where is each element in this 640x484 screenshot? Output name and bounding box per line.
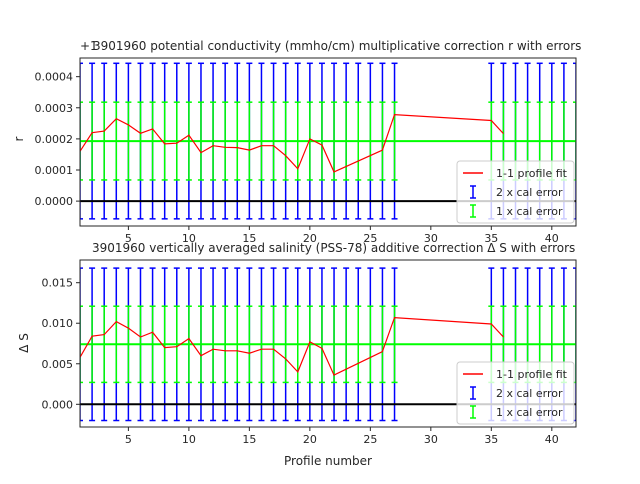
plot-area bbox=[80, 62, 576, 220]
errorbar-1x bbox=[80, 101, 83, 181]
y-tick-label: 0.015 bbox=[42, 277, 74, 290]
legend-errorbar-swatch bbox=[470, 204, 476, 218]
x-tick-label: 40 bbox=[545, 433, 559, 446]
y-tick-label: 0.0000 bbox=[35, 195, 74, 208]
legend-label: 1 x cal error bbox=[496, 406, 563, 419]
errorbar-2x bbox=[80, 62, 83, 220]
y-tick-label: 0.0001 bbox=[35, 164, 74, 177]
x-tick-label: 20 bbox=[303, 232, 317, 245]
plot-area bbox=[80, 267, 576, 422]
y-tick-label: 0.000 bbox=[42, 398, 74, 411]
salinity-ylabel: Δ S bbox=[17, 333, 31, 353]
y-tick-label: 0.0004 bbox=[35, 71, 74, 84]
errorbar-2x bbox=[80, 267, 83, 422]
salinity-xlabel: Profile number bbox=[284, 454, 372, 468]
x-tick-label: 30 bbox=[424, 433, 438, 446]
salinity-title: 3901960 vertically averaged salinity (PS… bbox=[92, 241, 575, 255]
salinity-panel: 3901960 vertically averaged salinity (PS… bbox=[17, 241, 577, 468]
x-tick-label: 5 bbox=[125, 433, 132, 446]
conductivity-title: 3901960 potential conductivity (mmho/cm)… bbox=[93, 39, 581, 53]
x-tick-label: 35 bbox=[484, 232, 498, 245]
legend-box bbox=[456, 361, 575, 425]
legend-errorbar-swatch bbox=[470, 386, 476, 400]
y-tick-label: 0.0002 bbox=[35, 133, 74, 146]
legend: 1-1 profile fit 2 x cal error 1 x cal erro… bbox=[456, 361, 575, 425]
x-tick-label: 30 bbox=[424, 232, 438, 245]
legend-box bbox=[456, 160, 575, 224]
axes-frame bbox=[79, 57, 577, 227]
legend-label: 2 x cal error bbox=[496, 387, 563, 400]
legend: 1-1 profile fit 2 x cal error 1 x cal erro… bbox=[456, 160, 575, 224]
legend-label: 1-1 profile fit bbox=[496, 368, 568, 381]
legend-label: 1 x cal error bbox=[496, 205, 563, 218]
profile-fit-line bbox=[80, 316, 504, 376]
errorbar-1x bbox=[80, 305, 83, 384]
profile-fit-line bbox=[80, 113, 504, 173]
y-tick-label: 0.0003 bbox=[35, 102, 74, 115]
x-tick-label: 10 bbox=[182, 433, 196, 446]
legend-label: 2 x cal error bbox=[496, 186, 563, 199]
x-tick-label: 5 bbox=[125, 232, 132, 245]
x-tick-label: 25 bbox=[363, 433, 377, 446]
legend-label: 1-1 profile fit bbox=[496, 167, 568, 180]
x-tick-label: 40 bbox=[545, 232, 559, 245]
legend-errorbar-swatch bbox=[470, 185, 476, 199]
x-tick-label: 15 bbox=[242, 232, 256, 245]
y-tick-label: 0.005 bbox=[42, 358, 74, 371]
x-tick-label: 25 bbox=[363, 232, 377, 245]
conductivity-panel: +1 3901960 potential conductivity (mmho/… bbox=[12, 39, 581, 245]
x-tick-label: 15 bbox=[242, 433, 256, 446]
legend-errorbar-swatch bbox=[470, 405, 476, 419]
x-tick-label: 20 bbox=[303, 433, 317, 446]
x-tick-label: 35 bbox=[484, 433, 498, 446]
axes-frame bbox=[79, 259, 577, 428]
x-tick-label: 10 bbox=[182, 232, 196, 245]
conductivity-ylabel: r bbox=[12, 136, 26, 141]
conductivity-offset-label: +1 bbox=[80, 39, 98, 53]
y-tick-label: 0.010 bbox=[42, 317, 74, 330]
